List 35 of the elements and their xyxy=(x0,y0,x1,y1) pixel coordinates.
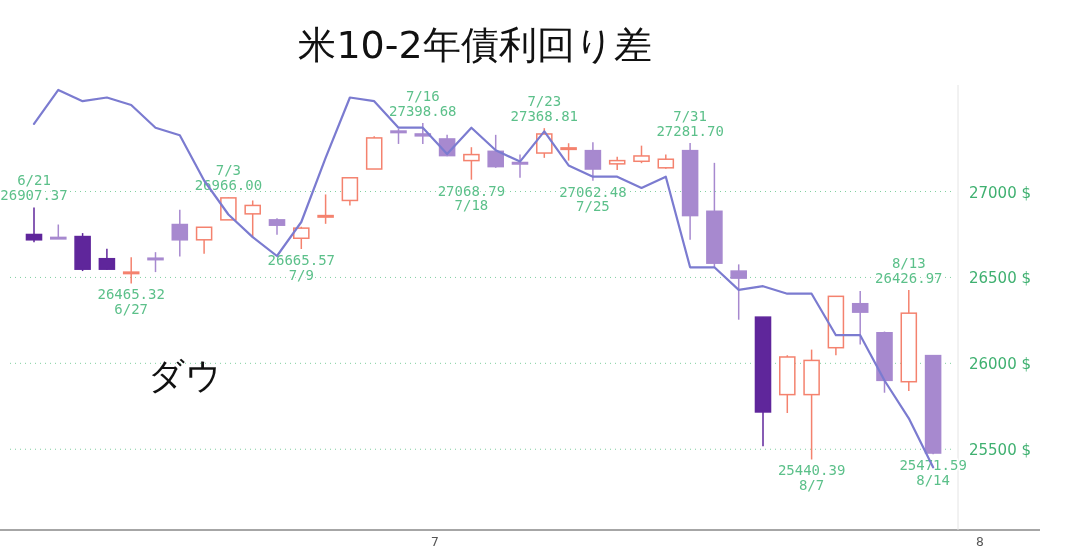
annotation: 27068.79 7/18 xyxy=(437,182,506,214)
annotation: 25471.59 8/14 xyxy=(899,457,967,488)
candlestick xyxy=(487,134,504,169)
candlestick xyxy=(98,247,116,271)
candlestick xyxy=(730,263,747,321)
text: 7 xyxy=(431,534,439,549)
chart-title: 米10-2年債利回り差 xyxy=(298,23,652,67)
candlestick xyxy=(195,226,213,255)
text: ダウ xyxy=(148,355,222,396)
candlestick xyxy=(851,290,869,346)
candlestick xyxy=(463,146,480,181)
y-tick-label: 26000 $ xyxy=(968,355,1032,374)
candlestick xyxy=(511,153,529,179)
annotation: 7/23 27368.81 xyxy=(510,93,579,124)
candlestick xyxy=(244,199,261,238)
candlestick xyxy=(122,256,140,285)
candlestick xyxy=(25,206,43,243)
annotation: 26465.32 6/27 xyxy=(97,286,165,318)
y-tick-label: 26500 $ xyxy=(968,269,1032,288)
annotation: 25440.39 8/7 xyxy=(777,462,846,494)
annotation: 26665.57 7/9 xyxy=(267,251,336,283)
text: 8 xyxy=(976,534,984,549)
candlestick xyxy=(584,141,602,182)
annotation: 6/21 26907.37 xyxy=(0,172,68,204)
y-tick-label: 27000 $ xyxy=(968,183,1032,202)
annotation: 7/16 27398.68 xyxy=(389,88,457,119)
candlestick xyxy=(171,208,189,258)
annotation: 8/13 26426.97 xyxy=(875,254,943,286)
candlestick xyxy=(147,251,164,273)
candlestick xyxy=(414,122,432,145)
y-tick-label: 25500 $ xyxy=(968,441,1032,460)
candlestick xyxy=(341,177,359,207)
annotation: 7/31 27281.70 xyxy=(656,108,724,139)
candlestick xyxy=(317,193,334,225)
annotation: 27062.48 7/25 xyxy=(559,183,627,215)
